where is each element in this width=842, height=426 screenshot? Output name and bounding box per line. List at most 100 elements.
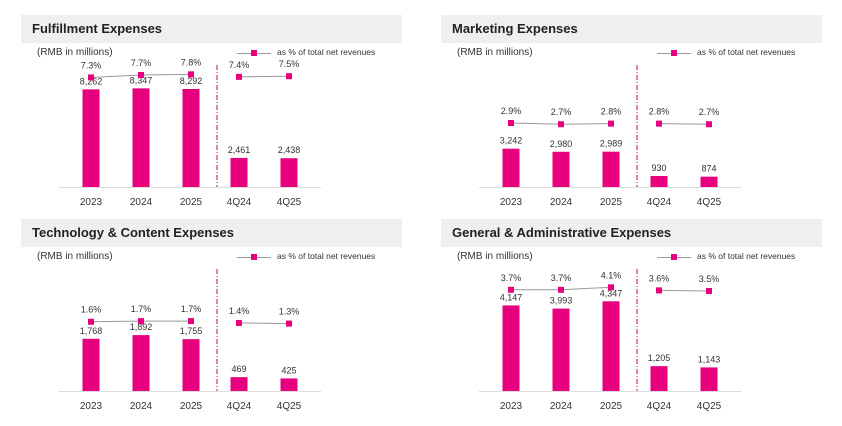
bar-2025: [182, 339, 200, 391]
chart-panel-fulfillment: Fulfillment Expenses (RMB in millions) a…: [21, 15, 402, 215]
pct-value-label: 2.8%: [601, 107, 622, 117]
pct-value-label: 1.7%: [131, 304, 152, 314]
bar-value-label: 4,347: [600, 288, 623, 298]
bar-2023: [82, 89, 100, 187]
pct-series-line-quarterly: [658, 289, 710, 292]
bar-value-label: 1,892: [130, 322, 153, 332]
pct-marker-4Q24: [236, 319, 242, 326]
pct-marker-2025: [188, 71, 194, 78]
legend-square-marker-icon: [671, 254, 677, 260]
bar-value-label: 1,755: [180, 326, 203, 336]
bar-value-label: 2,461: [228, 145, 251, 155]
panel-header: General & Administrative Expenses: [441, 219, 822, 247]
pct-value-label: 3.6%: [649, 273, 670, 283]
bar-2025: [182, 89, 200, 187]
pct-marker-2025: [608, 284, 614, 291]
pct-series-line-quarterly: [658, 123, 710, 125]
bar-2023: [502, 305, 520, 391]
legend-square-marker-icon: [251, 50, 257, 56]
bar-value-label: 2,980: [550, 139, 573, 149]
x-tick-label: 4Q25: [277, 197, 302, 208]
pct-marker-2024: [558, 286, 564, 293]
x-tick-label: 2023: [80, 401, 103, 412]
legend-label: as % of total net revenues: [277, 251, 376, 261]
pct-value-label: 7.3%: [81, 60, 102, 70]
panel-header: Fulfillment Expenses: [21, 15, 402, 43]
bar-chart: 3,242 2023 2,980 2024 2,989 2025 930 4Q24 874 4Q2…: [479, 65, 741, 208]
legend-label: as % of total net revenues: [697, 47, 796, 57]
pct-value-label: 3.7%: [501, 273, 522, 283]
x-tick-label: 2023: [500, 401, 523, 412]
x-tick-label: 2024: [550, 197, 573, 208]
legend-label: as % of total net revenues: [697, 251, 796, 261]
bar-value-label: 874: [701, 164, 716, 174]
bar-value-label: 1,205: [648, 353, 671, 363]
panel-header: Marketing Expenses: [441, 15, 822, 43]
pct-marker-2024: [138, 71, 144, 78]
chart-panel-general-administrative: General & Administrative Expenses (RMB i…: [441, 219, 822, 419]
bar-4Q25: [700, 176, 718, 187]
bar-value-label: 8,292: [180, 76, 203, 86]
pct-marker-4Q25: [706, 288, 712, 295]
bar-4Q25: [700, 367, 718, 391]
x-tick-label: 4Q25: [697, 197, 722, 208]
bar-value-label: 3,993: [550, 296, 573, 306]
x-tick-label: 2024: [130, 197, 153, 208]
bar-value-label: 3,242: [500, 136, 523, 146]
pct-value-label: 1.6%: [81, 305, 102, 315]
pct-marker-2023: [508, 286, 514, 293]
chart-title: Marketing Expenses: [452, 21, 578, 36]
x-tick-label: 4Q25: [697, 401, 722, 412]
pct-value-label: 7.8%: [181, 57, 202, 67]
bar-value-label: 1,143: [698, 354, 721, 364]
x-tick-label: 2025: [600, 197, 623, 208]
unit-label: (RMB in millions): [37, 47, 113, 58]
x-tick-label: 4Q25: [277, 401, 302, 412]
unit-label: (RMB in millions): [457, 47, 533, 58]
pct-marker-2023: [88, 318, 94, 325]
bar-value-label: 2,989: [600, 139, 623, 149]
unit-label: (RMB in millions): [37, 251, 113, 262]
pct-marker-4Q25: [286, 320, 292, 327]
x-tick-label: 2024: [130, 401, 153, 412]
bar-value-label: 1,768: [80, 326, 103, 336]
pct-value-label: 2.9%: [501, 106, 522, 116]
pct-value-label: 2.7%: [699, 107, 720, 117]
pct-series-line-quarterly: [238, 75, 290, 78]
bar-4Q25: [280, 378, 298, 391]
x-tick-label: 2025: [180, 197, 203, 208]
pct-value-label: 2.8%: [649, 107, 670, 117]
bar-2023: [502, 148, 520, 187]
pct-value-label: 7.5%: [279, 59, 300, 69]
x-tick-label: 2025: [600, 401, 623, 412]
pct-value-label: 2.7%: [551, 107, 572, 117]
bar-value-label: 8,347: [130, 75, 153, 85]
unit-label: (RMB in millions): [457, 251, 533, 262]
bar-4Q24: [230, 377, 248, 391]
legend-square-marker-icon: [251, 254, 257, 260]
bar-4Q24: [650, 366, 668, 391]
bar-value-label: 4,147: [500, 292, 523, 302]
pct-marker-4Q24: [656, 120, 662, 127]
bar-value-label: 2,438: [278, 145, 301, 155]
bar-2024: [552, 308, 570, 391]
bar-chart: 8,262 2023 8,347 2024 8,292 2025 2,461 4Q24 2,43…: [59, 57, 321, 208]
chart-title: General & Administrative Expenses: [452, 225, 672, 240]
bar-chart: 4,147 2023 3,993 2024 4,347 2025 1,205 4Q24 1,14…: [479, 269, 741, 412]
x-tick-label: 2025: [180, 401, 203, 412]
pct-value-label: 1.7%: [181, 304, 202, 314]
pct-marker-2024: [138, 318, 144, 325]
bar-4Q24: [230, 157, 248, 187]
pct-value-label: 4.1%: [601, 270, 622, 280]
bar-value-label: 425: [281, 365, 296, 375]
pct-marker-2023: [88, 74, 94, 81]
bar-value-label: 469: [231, 364, 246, 374]
bar-2023: [82, 338, 100, 391]
chart-panel-technology-content: Technology & Content Expenses (RMB in mi…: [21, 219, 402, 419]
bar-2025: [602, 151, 620, 187]
pct-series-line-quarterly: [238, 322, 290, 325]
legend-label: as % of total net revenues: [277, 47, 376, 57]
legend-square-marker-icon: [671, 50, 677, 56]
x-tick-label: 4Q24: [647, 197, 672, 208]
x-tick-label: 4Q24: [227, 401, 252, 412]
